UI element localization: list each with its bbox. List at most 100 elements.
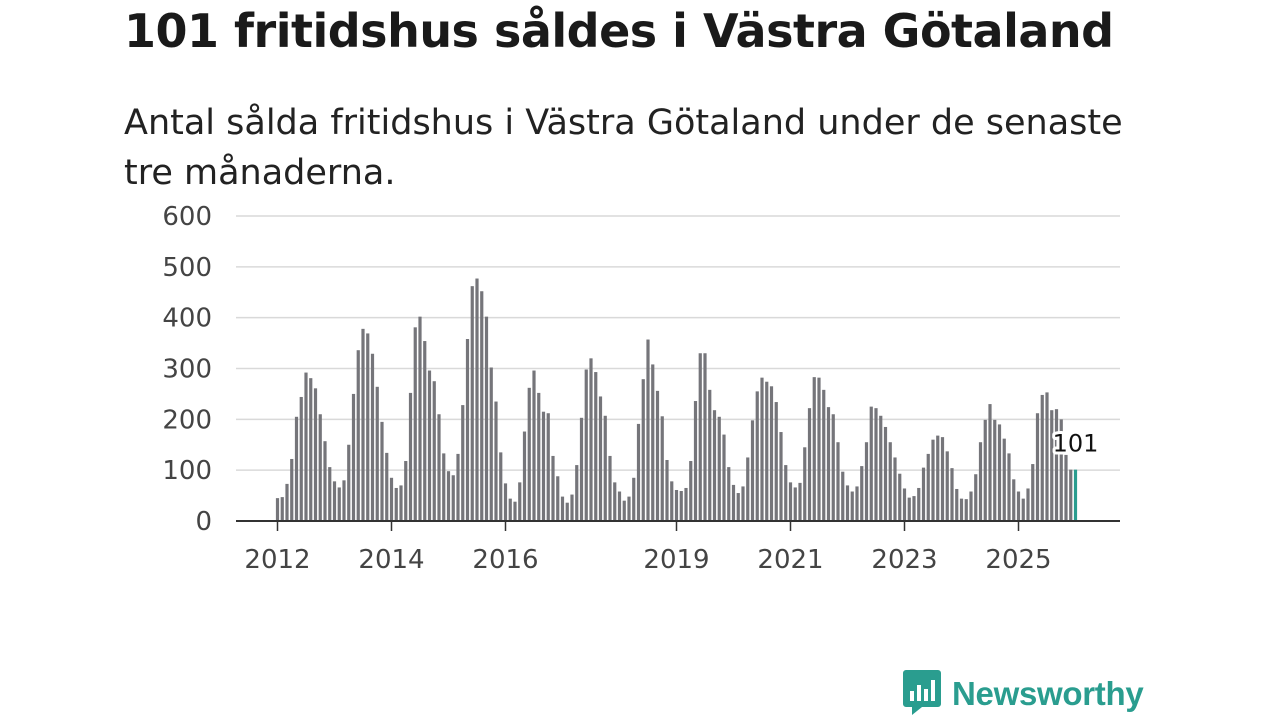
bar [689,461,693,521]
y-tick-label: 500 [162,253,212,283]
bar [608,455,612,521]
bar [513,501,517,521]
bar [807,408,812,521]
bar [959,498,964,521]
bar [769,386,774,521]
bar [404,461,408,521]
bar [641,379,645,521]
bar [836,442,840,521]
x-tick-label: 2025 [985,545,1051,575]
bar [632,477,636,521]
bar [983,419,987,521]
brand-logo[interactable]: Newsworthy [902,668,1144,720]
bar [755,391,759,521]
bar [494,401,498,521]
bar [1040,394,1044,521]
bar [304,372,308,521]
bar [917,487,921,521]
bar [570,494,574,521]
x-tick-label: 2014 [358,545,424,575]
bar [294,416,299,521]
bar [370,353,375,521]
bar [347,444,351,521]
bar [389,477,394,521]
bar [1035,413,1040,521]
bar [869,406,873,521]
bar [575,465,579,521]
bar [841,471,845,521]
bar [603,415,607,521]
newsworthy-logo-icon [902,668,942,720]
bar [722,434,726,521]
bar [489,367,493,521]
bar [299,396,303,521]
bar [451,475,455,521]
bar [522,431,527,521]
bar [741,486,745,521]
bar [275,498,280,521]
bar [964,499,968,521]
bar [798,482,802,521]
bar [556,476,560,521]
bar [850,491,854,521]
bar [826,407,831,521]
bar [366,333,370,521]
bar [646,339,650,521]
chart-title: 101 fritidshus såldes i Västra Götaland [124,4,1114,58]
bar [1007,453,1011,521]
bar [660,416,664,521]
bar [1050,410,1054,521]
bar [907,497,911,521]
y-tick-label: 0 [195,507,212,537]
bar [598,396,603,521]
bar [342,480,346,521]
bar [423,341,427,521]
bar [698,353,702,521]
bar [665,460,669,521]
bar [537,392,541,521]
bar [1045,392,1049,521]
bar [926,453,930,521]
bar [560,496,565,521]
bar [446,471,451,521]
bar [480,291,484,521]
bar [703,353,707,521]
bar [1064,454,1068,521]
bar [760,377,764,521]
bar [817,377,821,521]
bar [945,451,949,521]
bar [974,474,978,521]
bar [940,437,945,521]
bar [883,426,888,521]
bar [323,441,327,521]
bar [551,455,555,521]
bar [351,393,356,521]
bar [503,483,508,521]
bar [399,485,403,521]
bar [746,457,750,521]
bar [613,482,617,521]
bar [546,413,550,521]
y-tick-label: 300 [162,355,212,385]
bar [309,378,313,521]
bar [750,420,755,521]
bar [674,489,679,521]
bar [955,488,959,521]
brand-name: Newsworthy [952,675,1144,712]
bar [1012,479,1016,521]
bar [385,452,389,521]
bar [1069,469,1073,521]
bar [328,467,332,521]
bar [1054,409,1059,521]
y-tick-label: 100 [162,456,212,486]
bar [921,467,926,521]
bar [442,453,446,521]
bar [532,370,536,521]
bar [898,473,902,521]
bar [375,386,379,521]
bar [579,417,584,521]
bar [508,498,512,521]
y-tick-label: 600 [162,202,212,232]
bar [803,447,807,521]
